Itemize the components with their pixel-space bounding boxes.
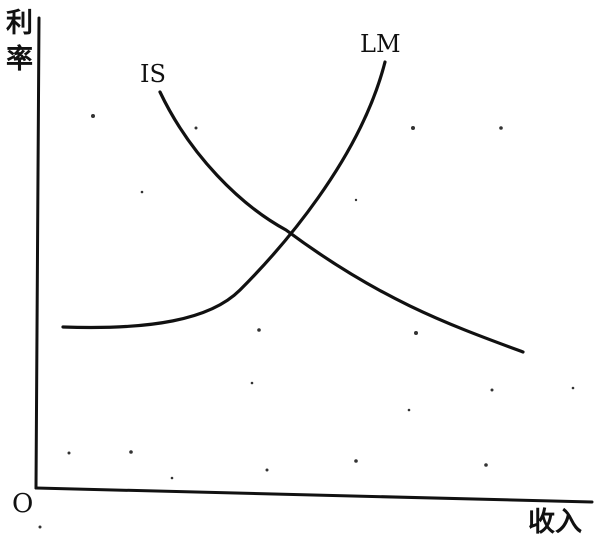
lm-curve <box>61 60 387 330</box>
y-axis <box>34 16 41 490</box>
x-axis-label: 收入 <box>528 507 582 538</box>
lm-curve-label: LM <box>360 30 401 58</box>
origin-label: O <box>12 489 33 519</box>
is-curve-label: IS <box>140 60 166 88</box>
scan-noise <box>38 114 575 529</box>
y-axis-label-char2: 率 <box>6 43 33 75</box>
is-curve <box>158 90 525 354</box>
y-axis-label-char1: 利 <box>6 8 33 39</box>
x-axis <box>34 486 594 504</box>
